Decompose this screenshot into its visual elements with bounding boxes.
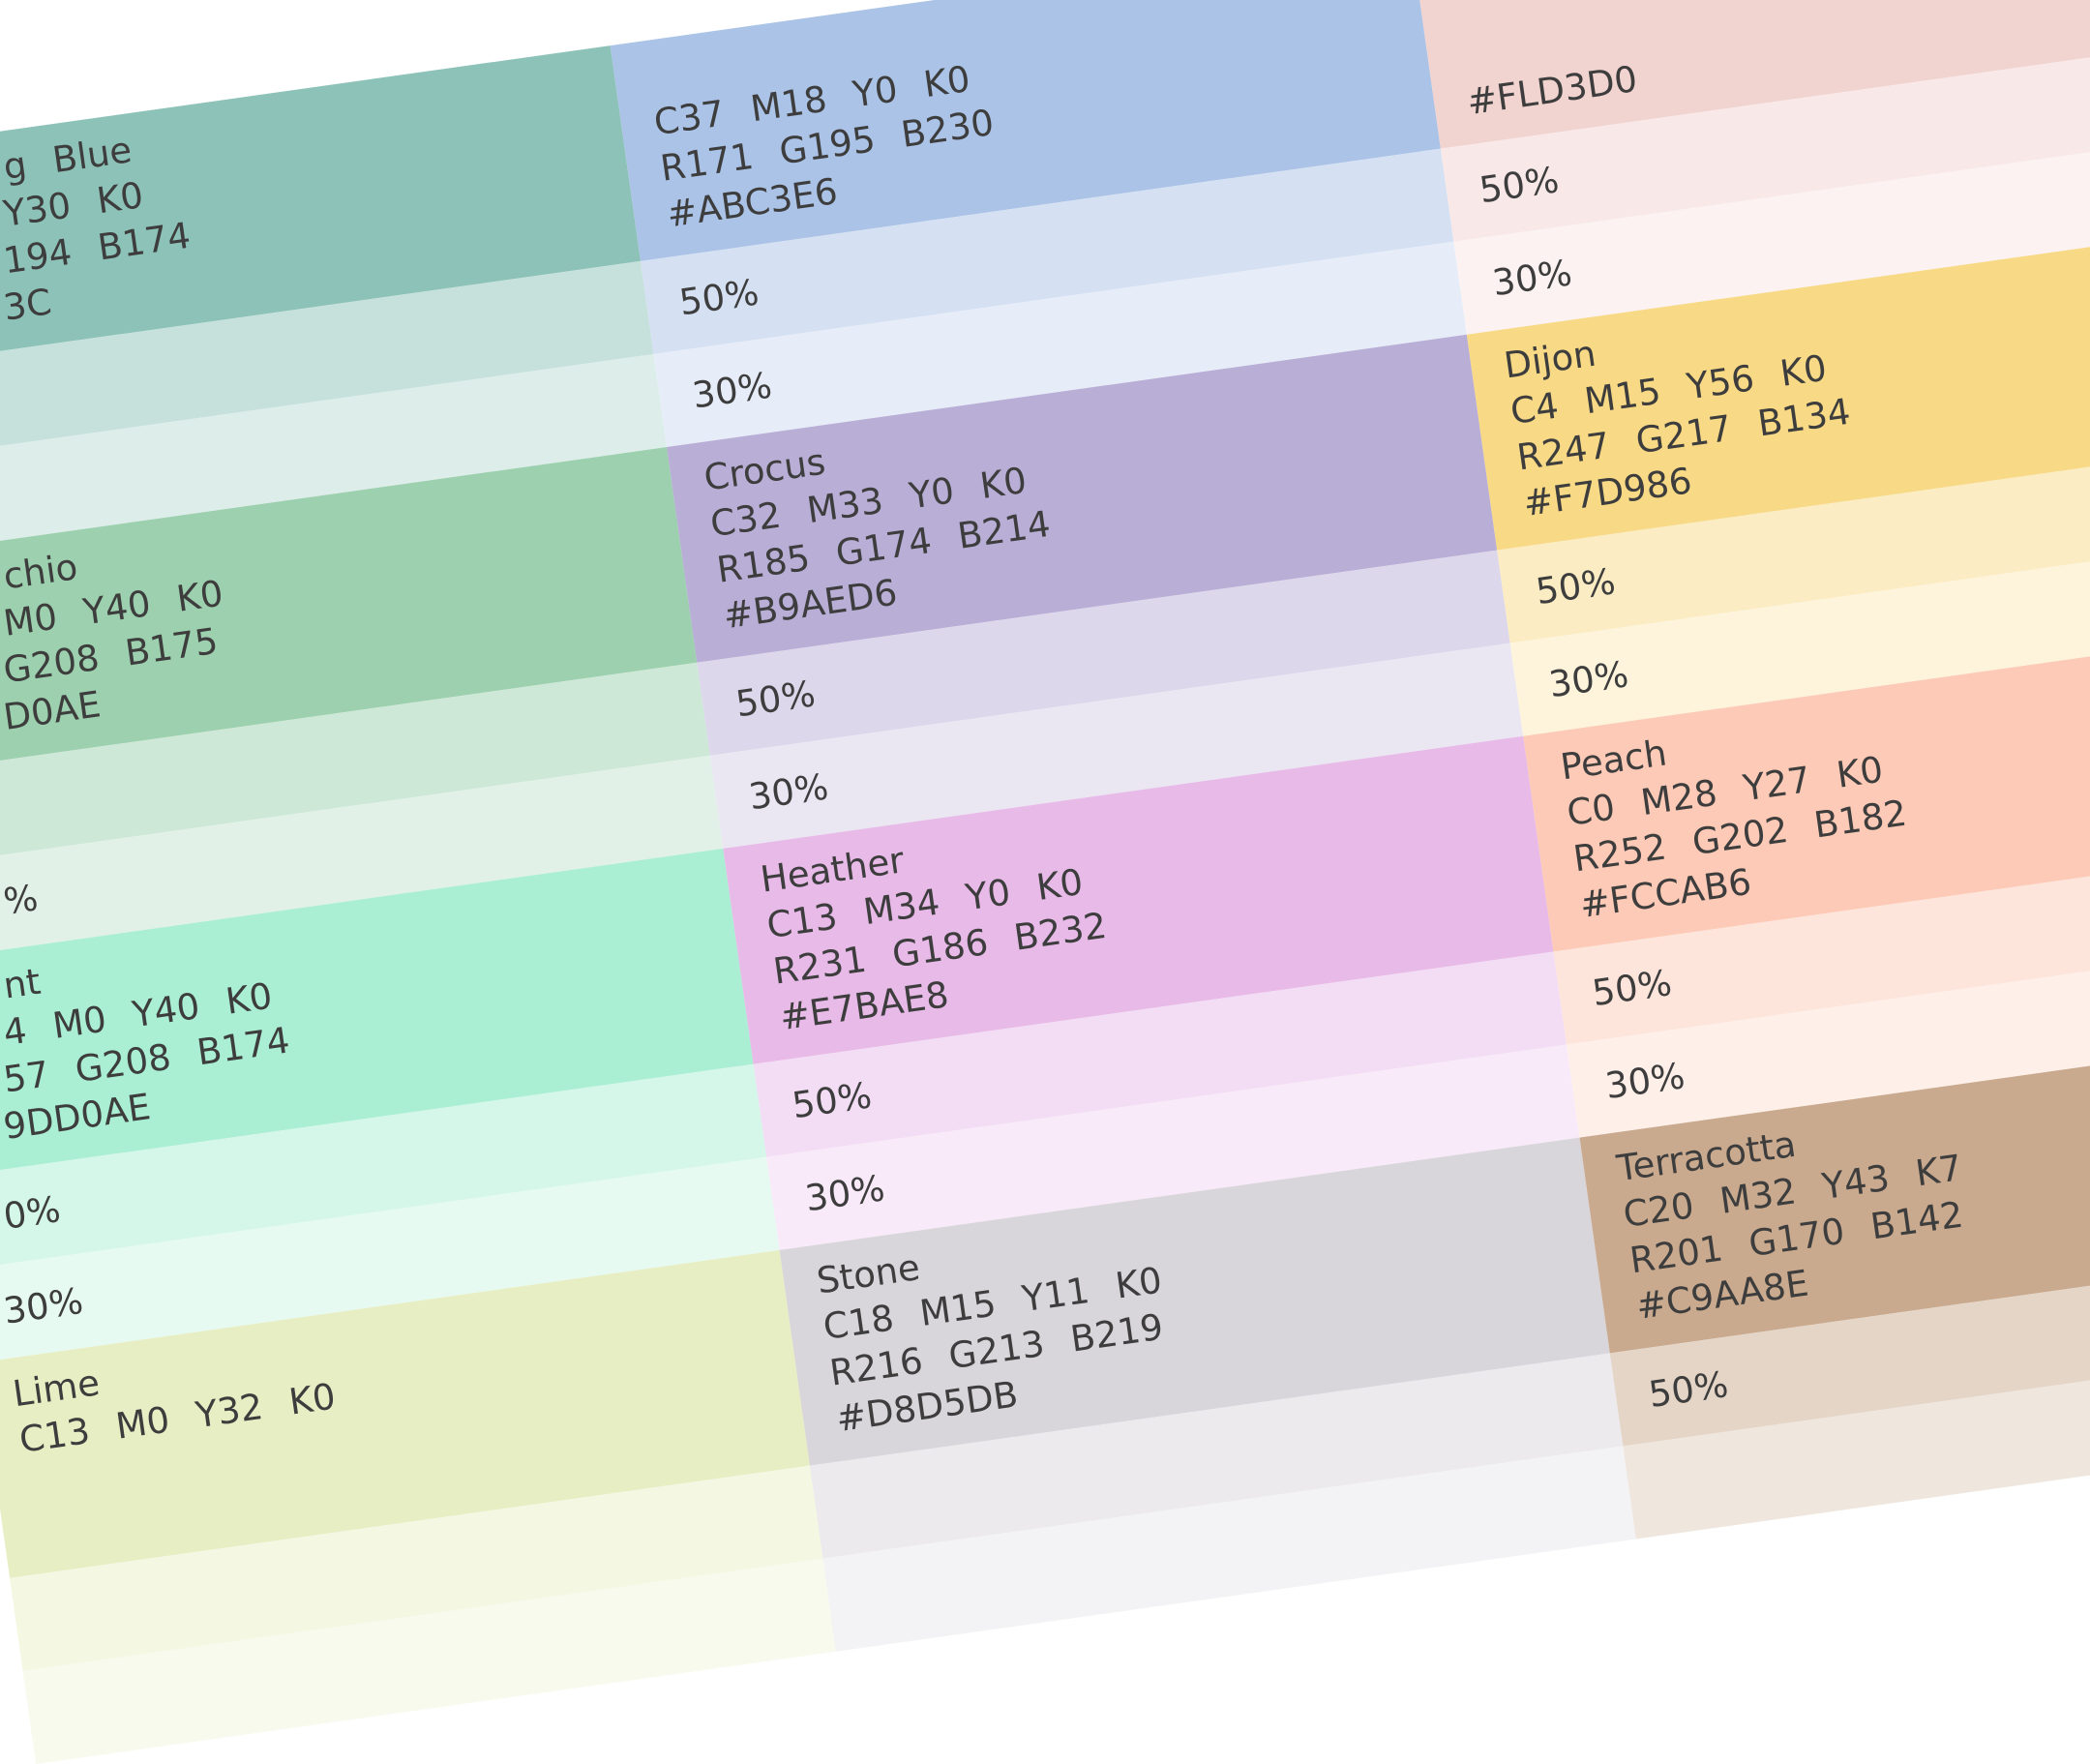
swatch-name: nt	[0, 960, 44, 1007]
swatch-hex: 3C	[0, 281, 54, 329]
tint-label: 0%	[0, 1187, 64, 1238]
tint-label: %	[0, 876, 41, 923]
